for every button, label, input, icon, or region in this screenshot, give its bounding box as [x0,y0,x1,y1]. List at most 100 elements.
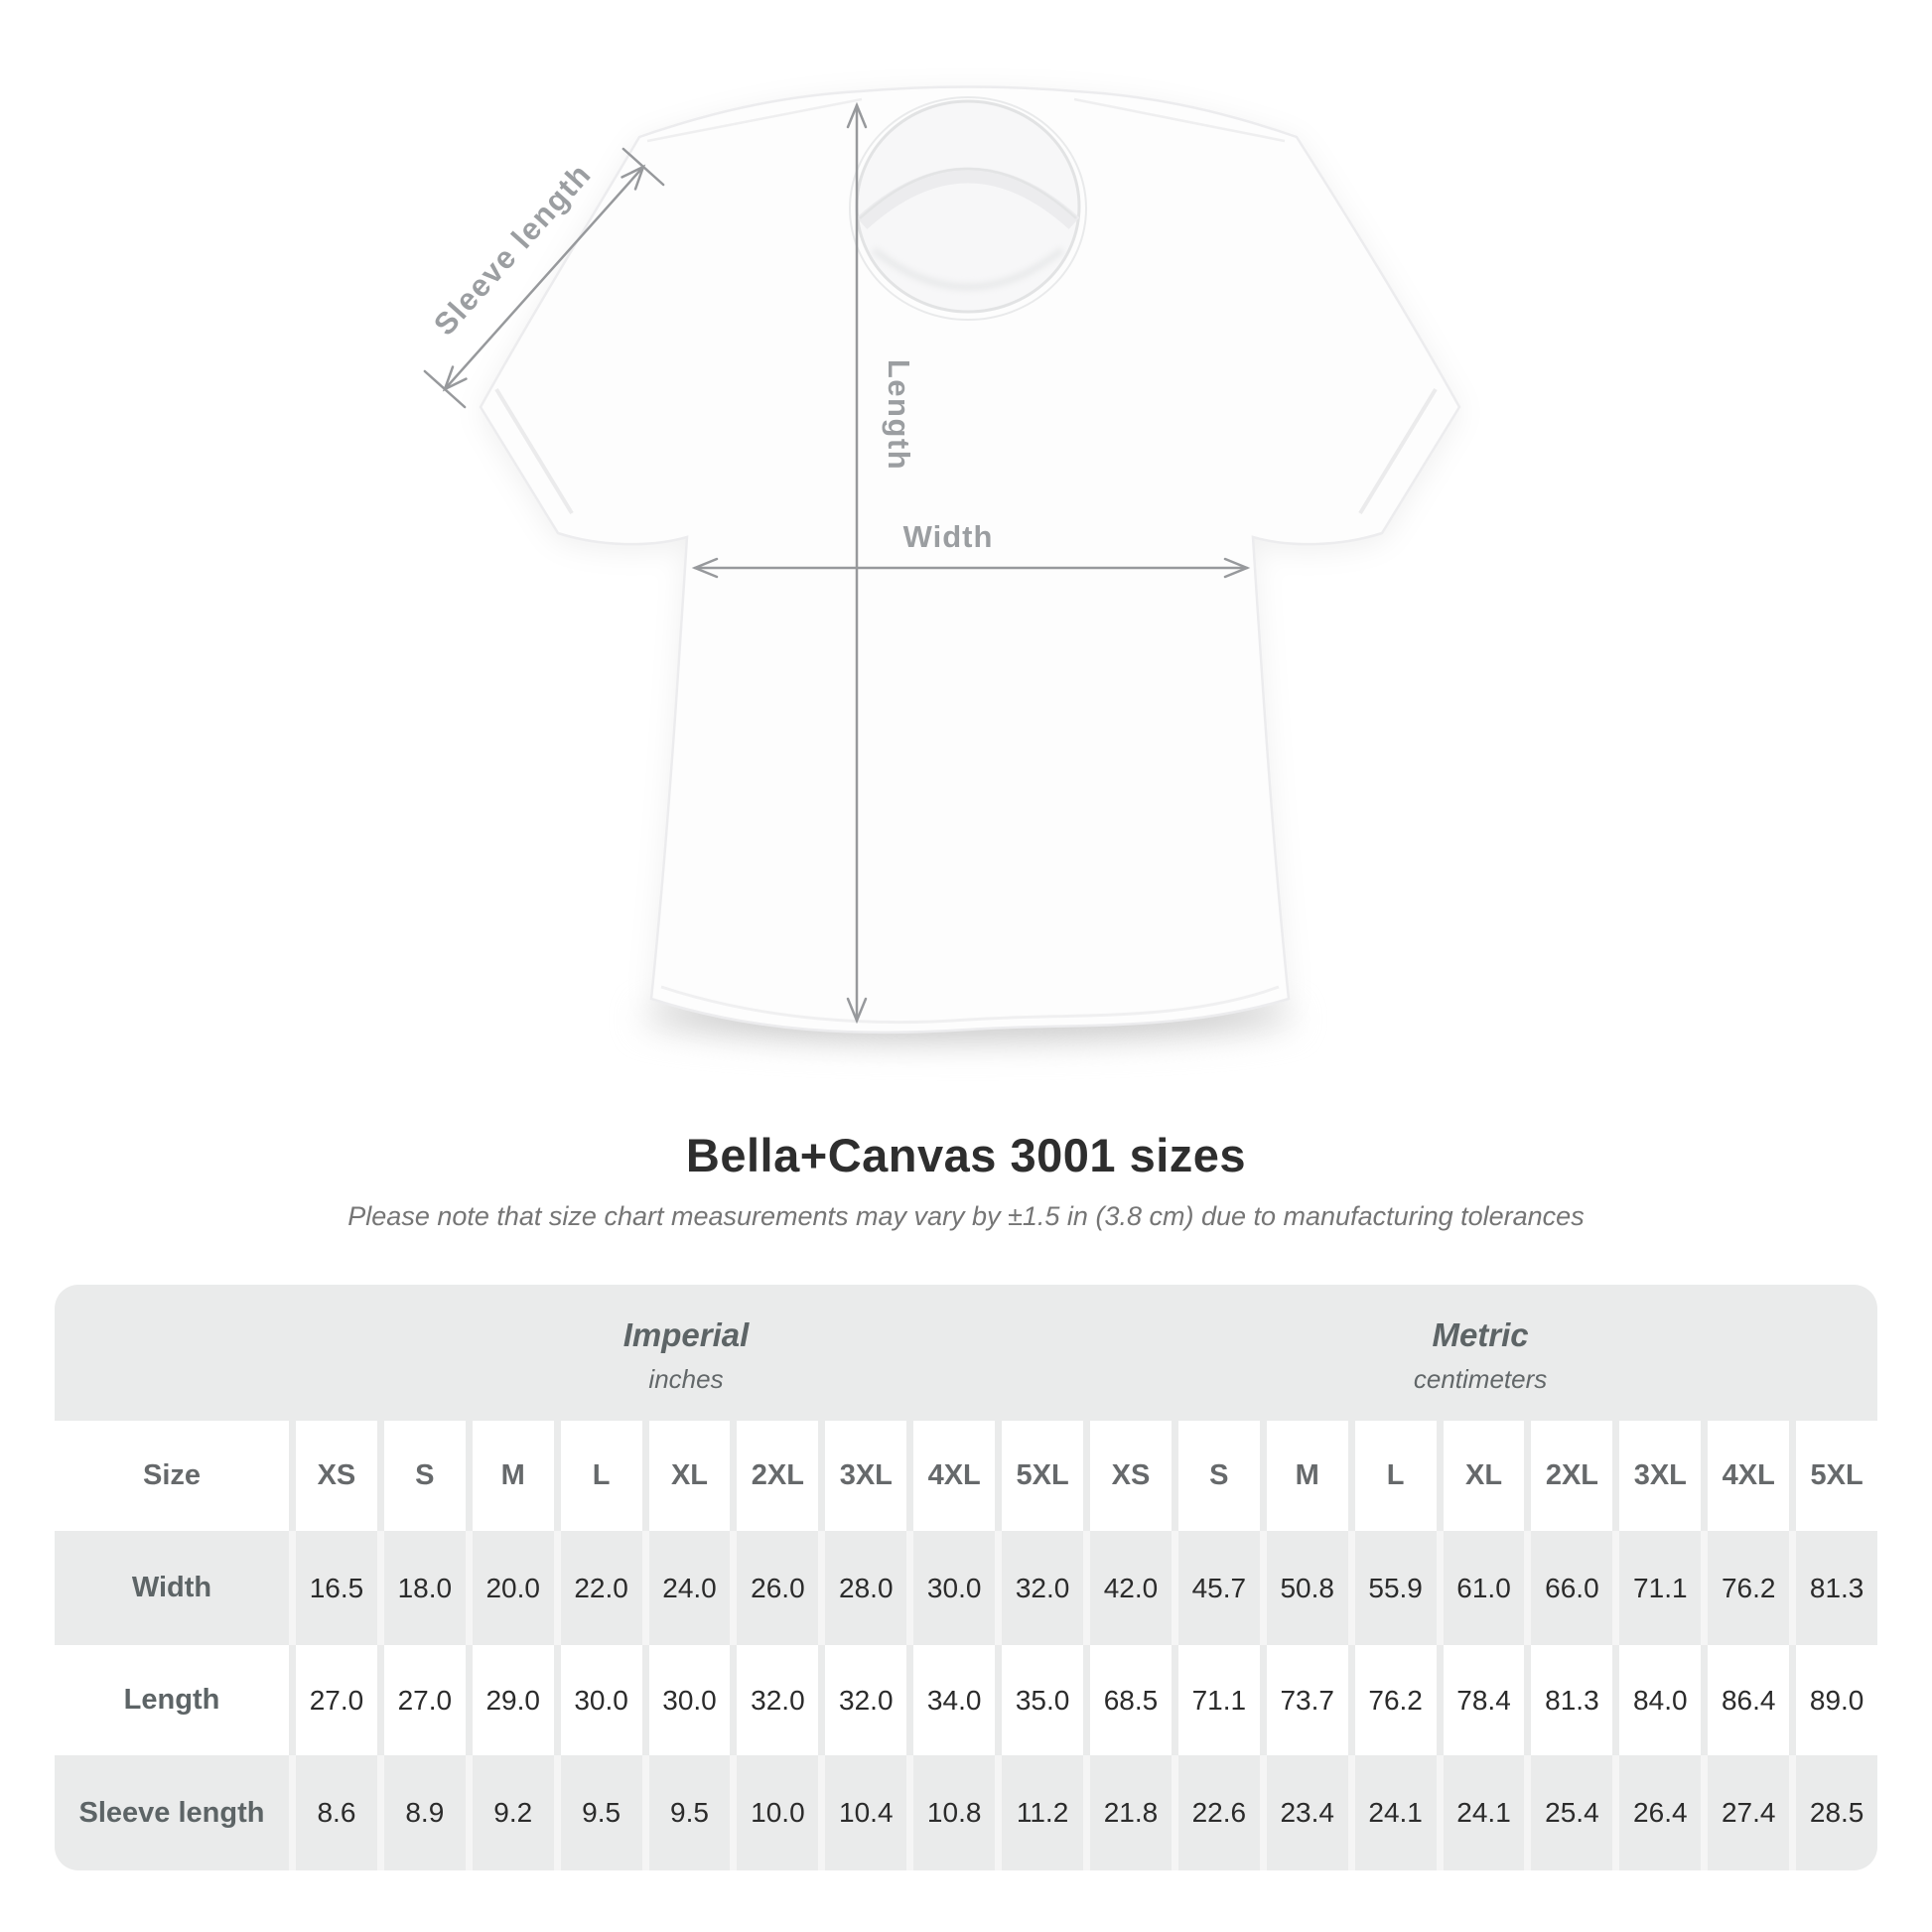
imperial-group-label: Imperial [622,1316,750,1353]
row-label: Width [55,1531,289,1645]
collar-seam [849,96,1087,321]
size-header-cell: XS [1083,1421,1172,1531]
size-value-cell: 27.4 [1701,1755,1790,1870]
size-value-cell: 32.0 [818,1645,907,1755]
size-value-cell: 27.0 [376,1645,466,1755]
size-value-cell: 34.0 [906,1645,996,1755]
size-value-cell: 28.5 [1789,1755,1878,1870]
size-value-cell: 78.4 [1436,1645,1525,1755]
size-value-cell: 42.0 [1083,1531,1172,1645]
size-value-cell: 68.5 [1083,1645,1172,1755]
unit-group-header-row: Imperial inches Metric centimeters [55,1285,1878,1421]
size-header-cell: 3XL [1612,1421,1702,1531]
size-value-cell: 23.4 [1259,1755,1348,1870]
size-value-cell: 55.9 [1347,1531,1437,1645]
tshirt-body [479,85,1461,1035]
size-value-cell: 22.0 [553,1531,642,1645]
size-value-cell: 24.1 [1436,1755,1525,1870]
size-value-cell: 10.4 [818,1755,907,1870]
size-header-cell: M [465,1421,554,1531]
size-header-cell: S [376,1421,466,1531]
length-arrow [846,101,868,1025]
page-subtitle: Please note that size chart measurements… [347,1201,1585,1231]
size-value-cell: 73.7 [1259,1645,1348,1755]
size-value-cell: 86.4 [1701,1645,1790,1755]
size-value-cell: 32.0 [730,1645,819,1755]
size-header-cell: 5XL [995,1421,1084,1531]
row-label: Length [55,1645,289,1755]
size-value-cell: 9.5 [641,1755,731,1870]
size-value-cell: 25.4 [1524,1755,1613,1870]
size-value-cell: 28.0 [818,1531,907,1645]
size-header-cell: 4XL [906,1421,996,1531]
width-row: Width 16.5 18.0 20.0 22.0 24.0 26.0 28.0… [55,1531,1878,1645]
size-value-cell: 16.5 [289,1531,377,1645]
size-table: Imperial inches Metric centimeters Size … [55,1285,1878,1870]
width-arrow [691,557,1251,579]
size-value-cell: 29.0 [465,1645,554,1755]
size-value-cell: 61.0 [1436,1531,1525,1645]
size-value-cell: 81.3 [1524,1645,1613,1755]
size-value-cell: 30.0 [906,1531,996,1645]
tshirt-graphic [479,85,1461,1035]
size-value-cell: 26.0 [730,1531,819,1645]
dimension-annotations [423,101,1251,1025]
size-value-cell: 8.6 [289,1755,377,1870]
size-value-cell: 24.0 [641,1531,731,1645]
metric-group-header: Metric centimeters [1083,1285,1878,1421]
left-cuff-fold [494,387,574,515]
size-value-cell: 21.8 [1083,1755,1172,1870]
size-value-cell: 32.0 [995,1531,1084,1645]
hem-stitch [660,985,1280,1025]
size-value-cell: 71.1 [1612,1531,1702,1645]
tshirt-diagram: Sleeve length Length Width [423,85,1461,1042]
page-title: Bella+Canvas 3001 sizes [685,1129,1247,1181]
size-header-cell: XL [641,1421,731,1531]
sleeve-length-row: Sleeve length 8.6 8.9 9.2 9.5 9.5 10.0 1… [55,1755,1878,1870]
length-row: Length 27.0 27.0 29.0 30.0 30.0 32.0 32.… [55,1645,1878,1755]
size-value-cell: 10.0 [730,1755,819,1870]
size-column-header: Size [55,1421,289,1531]
row-label: Sleeve length [55,1755,289,1870]
width-label: Width [903,519,994,554]
size-header-cell: 5XL [1789,1421,1878,1531]
size-value-cell: 84.0 [1612,1645,1702,1755]
size-value-cell: 24.1 [1347,1755,1437,1870]
collar-inner-shadow [871,247,1065,291]
imperial-group-unit: inches [648,1364,724,1394]
metric-group-unit: centimeters [1413,1364,1548,1394]
size-value-cell: 76.2 [1701,1531,1790,1645]
metric-group-label: Metric [1432,1316,1529,1353]
left-shoulder-seam [646,97,863,143]
size-header-cell: 4XL [1701,1421,1790,1531]
size-header-cell: S [1171,1421,1260,1531]
size-header-cell: XL [1436,1421,1525,1531]
size-value-cell: 9.5 [553,1755,642,1870]
size-value-cell: 22.6 [1171,1755,1260,1870]
length-label: Length [882,359,916,471]
size-value-cell: 30.0 [553,1645,642,1755]
right-cuff-fold [1358,387,1438,515]
size-header-cell: 3XL [818,1421,907,1531]
size-value-cell: 35.0 [995,1645,1084,1755]
size-value-cell: 8.9 [376,1755,466,1870]
size-value-cell: 20.0 [465,1531,554,1645]
imperial-group-header: Imperial inches [289,1285,1084,1421]
back-collar-band [856,167,1080,229]
size-value-cell: 76.2 [1347,1645,1437,1755]
size-value-cell: 71.1 [1171,1645,1260,1755]
group-header-spacer [55,1285,289,1421]
size-value-cell: 9.2 [465,1755,554,1870]
size-header-cell: 2XL [730,1421,819,1531]
size-value-cell: 81.3 [1789,1531,1878,1645]
size-value-cell: 50.8 [1259,1531,1348,1645]
size-value-cell: 66.0 [1524,1531,1613,1645]
size-value-cell: 27.0 [289,1645,377,1755]
collar-top-edge [859,167,1077,219]
size-header-cell: 2XL [1524,1421,1613,1531]
size-value-cell: 10.8 [906,1755,996,1870]
size-header-cell: M [1259,1421,1348,1531]
size-value-cell: 11.2 [995,1755,1084,1870]
tshirt-diagram-svg: Sleeve length Length Width [423,85,1461,1042]
